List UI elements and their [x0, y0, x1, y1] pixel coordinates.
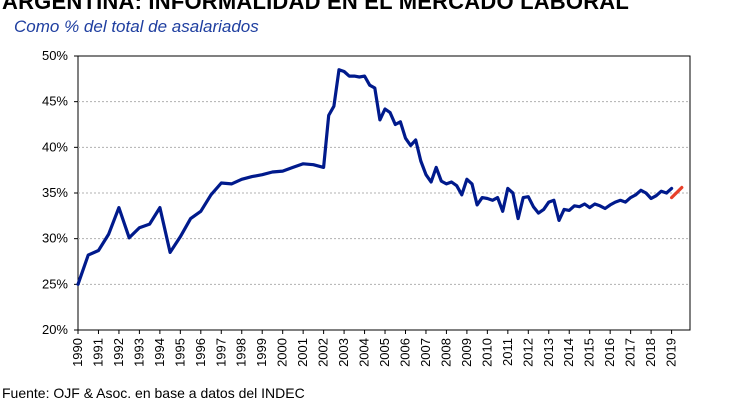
y-tick-label: 35%	[42, 185, 68, 200]
x-tick-label: 2011	[500, 338, 515, 366]
x-tick-label: 2015	[582, 338, 597, 367]
x-tick-label: 1998	[234, 338, 249, 367]
x-tick-label: 2010	[479, 338, 494, 367]
x-tick-label: 2017	[623, 338, 638, 367]
x-tick-label: 2016	[602, 338, 617, 367]
x-tick-label: 1994	[152, 338, 167, 367]
x-tick-label: 1990	[70, 338, 85, 367]
x-tick-label: 2019	[664, 338, 679, 367]
x-tick-label: 2009	[459, 338, 474, 367]
chart-title: ARGENTINA: INFORMALIDAD EN EL MERCADO LA…	[2, 0, 630, 14]
x-tick-label: 1995	[172, 338, 187, 367]
x-tick-label: 2018	[643, 338, 658, 367]
x-tick-label: 1991	[90, 338, 105, 367]
y-tick-label: 25%	[42, 276, 68, 291]
series-last-segment	[670, 185, 684, 200]
x-tick-label: 2012	[520, 338, 535, 367]
y-tick-label: 30%	[42, 231, 68, 246]
x-tick-label: 2013	[541, 338, 556, 367]
x-tick-label: 1992	[111, 338, 126, 367]
series-line	[76, 68, 674, 286]
x-tick-label: 2003	[336, 338, 351, 367]
source-note: Fuente: OJF & Asoc. en base a datos del …	[2, 385, 305, 401]
x-tick-label: 2008	[438, 338, 453, 367]
x-tick-label: 1997	[213, 338, 228, 367]
y-tick-label: 20%	[42, 322, 68, 337]
x-tick-label: 1996	[193, 338, 208, 367]
y-tick-label: 40%	[42, 139, 68, 154]
y-tick-label: 45%	[42, 94, 68, 109]
x-tick-label: 2007	[418, 338, 433, 367]
x-tick-label: 2002	[316, 338, 331, 367]
x-tick-label: 1999	[254, 338, 269, 367]
x-tick-label: 1993	[131, 338, 146, 367]
x-tick-label: 2006	[397, 338, 412, 367]
x-tick-label: 2014	[561, 338, 576, 367]
x-tick-label: 2004	[357, 338, 372, 367]
x-tick-label: 2005	[377, 338, 392, 367]
y-tick-label: 50%	[42, 48, 68, 63]
x-tick-label: 2000	[275, 338, 290, 367]
x-tick-label: 2001	[295, 338, 310, 367]
chart-subtitle: Como % del total de asalariados	[14, 17, 259, 36]
